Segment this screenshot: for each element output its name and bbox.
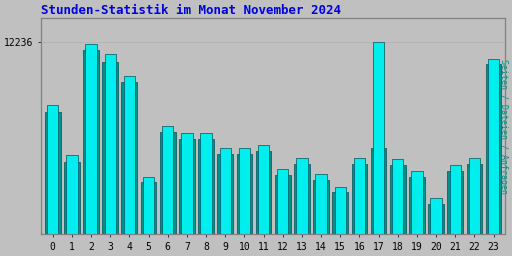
Bar — [47, 105, 58, 256]
Bar — [313, 179, 329, 256]
Bar — [179, 139, 195, 256]
Bar — [181, 133, 193, 256]
Bar — [296, 158, 308, 256]
Y-axis label: Seiten / Dateien / Anfragen: Seiten / Dateien / Anfragen — [499, 59, 508, 194]
Bar — [200, 133, 211, 256]
Bar — [275, 175, 291, 256]
Bar — [255, 151, 271, 256]
Bar — [64, 162, 80, 256]
Text: Stunden-Statistik im Monat November 2024: Stunden-Statistik im Monat November 2024 — [41, 4, 341, 17]
Bar — [334, 187, 346, 256]
Bar — [294, 164, 310, 256]
Bar — [390, 165, 406, 256]
Bar — [468, 158, 480, 256]
Bar — [45, 112, 60, 256]
Bar — [83, 50, 99, 256]
Bar — [66, 155, 77, 256]
Bar — [315, 174, 327, 256]
Bar — [121, 82, 137, 256]
Bar — [354, 158, 365, 256]
Bar — [450, 165, 461, 256]
Bar — [371, 148, 387, 256]
Bar — [239, 148, 250, 256]
Bar — [466, 164, 482, 256]
Bar — [217, 154, 233, 256]
Bar — [352, 164, 367, 256]
Bar — [86, 44, 97, 256]
Bar — [220, 148, 231, 256]
Bar — [373, 42, 384, 256]
Bar — [488, 59, 499, 256]
Bar — [237, 154, 252, 256]
Bar — [332, 193, 348, 256]
Bar — [411, 171, 422, 256]
Bar — [486, 64, 501, 256]
Bar — [277, 169, 288, 256]
Bar — [258, 145, 269, 256]
Bar — [160, 132, 176, 256]
Bar — [124, 76, 135, 256]
Bar — [143, 177, 154, 256]
Bar — [162, 126, 174, 256]
Bar — [104, 54, 116, 256]
Bar — [198, 139, 214, 256]
Bar — [431, 198, 442, 256]
Bar — [102, 61, 118, 256]
Bar — [141, 182, 156, 256]
Bar — [409, 177, 425, 256]
Bar — [447, 171, 463, 256]
Bar — [392, 159, 403, 256]
Bar — [428, 204, 444, 256]
